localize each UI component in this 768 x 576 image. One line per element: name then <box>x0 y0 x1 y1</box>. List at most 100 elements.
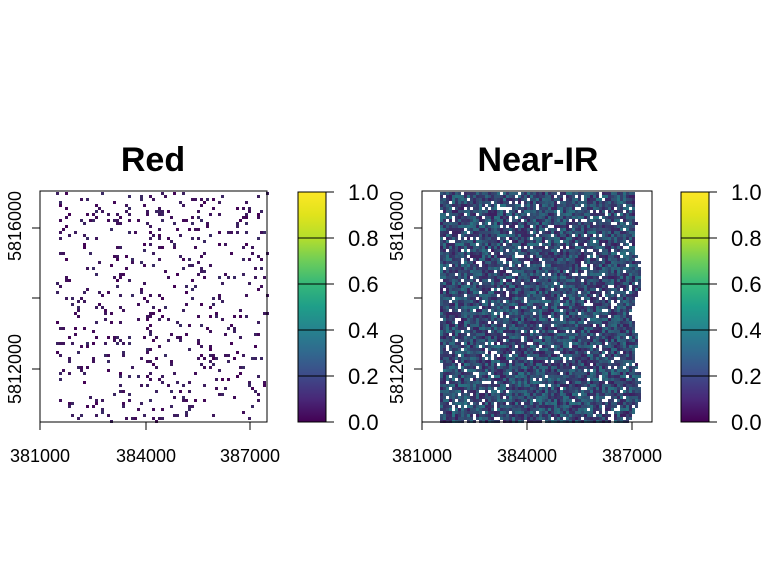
raster-cell <box>533 405 536 408</box>
raster-cell <box>575 222 578 225</box>
raster-cell <box>482 306 485 309</box>
raster-cell <box>485 375 488 378</box>
raster-cell <box>611 363 614 366</box>
raster-cell <box>635 366 638 369</box>
raster-cell <box>593 285 596 288</box>
raster-cell <box>77 300 80 303</box>
raster-cell <box>101 192 104 195</box>
raster-cell <box>464 270 467 273</box>
raster-cell <box>560 306 563 309</box>
raster-cell <box>449 249 452 252</box>
raster-cell <box>605 357 608 360</box>
raster-cell <box>590 222 593 225</box>
raster-cell <box>527 372 530 375</box>
raster-cell <box>545 291 548 294</box>
raster-cell <box>605 267 608 270</box>
raster-cell <box>158 417 161 420</box>
raster-cell <box>530 234 533 237</box>
raster-cell <box>500 201 503 204</box>
raster-cell <box>464 387 467 390</box>
raster-cell <box>515 369 518 372</box>
raster-cell <box>464 384 467 387</box>
raster-cell <box>629 192 632 195</box>
raster-cell <box>542 315 545 318</box>
raster-cell <box>440 309 443 312</box>
raster-cell <box>476 225 479 228</box>
raster-cell <box>245 222 248 225</box>
raster-cell <box>527 351 530 354</box>
raster-cell <box>566 405 569 408</box>
raster-cell <box>149 243 152 246</box>
raster-cell <box>527 231 530 234</box>
raster-cell <box>506 306 509 309</box>
raster-cell <box>473 258 476 261</box>
raster-cell <box>617 267 620 270</box>
raster-cell <box>107 219 110 222</box>
raster-cell <box>257 399 260 402</box>
raster-cell <box>539 342 542 345</box>
raster-cell <box>554 378 557 381</box>
raster-cell <box>446 351 449 354</box>
raster-cell <box>620 306 623 309</box>
raster-cell <box>605 207 608 210</box>
raster-cell <box>464 231 467 234</box>
raster-cell <box>623 258 626 261</box>
raster-cell <box>458 360 461 363</box>
raster-cell <box>617 315 620 318</box>
raster-cell <box>530 261 533 264</box>
raster-cell <box>566 384 569 387</box>
raster-cell <box>605 318 608 321</box>
raster-cell <box>455 261 458 264</box>
raster-cell <box>500 246 503 249</box>
raster-cell <box>590 195 593 198</box>
raster-cell <box>560 210 563 213</box>
raster-cell <box>578 273 581 276</box>
raster-cell <box>551 240 554 243</box>
raster-cell <box>500 228 503 231</box>
raster-cell <box>623 306 626 309</box>
raster-cell <box>551 375 554 378</box>
raster-cell <box>542 270 545 273</box>
raster-cell <box>533 318 536 321</box>
raster-cell <box>506 342 509 345</box>
raster-cell <box>212 303 215 306</box>
raster-cell <box>569 207 572 210</box>
raster-cell <box>473 360 476 363</box>
raster-cell <box>452 384 455 387</box>
raster-cell <box>527 270 530 273</box>
raster-cell <box>548 399 551 402</box>
raster-cell <box>563 261 566 264</box>
raster-cell <box>509 225 512 228</box>
raster-cell <box>593 411 596 414</box>
raster-cell <box>473 396 476 399</box>
raster-cell <box>539 381 542 384</box>
raster-cell <box>473 375 476 378</box>
raster-cell <box>590 345 593 348</box>
raster-cell <box>524 318 527 321</box>
raster-cell <box>632 258 635 261</box>
raster-cell <box>476 369 479 372</box>
raster-cell <box>533 249 536 252</box>
raster-cell <box>521 327 524 330</box>
raster-cell <box>455 207 458 210</box>
raster-cell <box>509 378 512 381</box>
raster-cell <box>512 270 515 273</box>
raster-cell <box>182 192 185 195</box>
raster-cell <box>572 258 575 261</box>
raster-cell <box>452 276 455 279</box>
raster-cell <box>479 216 482 219</box>
raster-cell <box>572 219 575 222</box>
raster-cell <box>77 417 80 420</box>
raster-cell <box>149 312 152 315</box>
raster-cell <box>455 213 458 216</box>
raster-cell <box>470 279 473 282</box>
raster-cell <box>515 303 518 306</box>
raster-cell <box>635 381 638 384</box>
raster-cell <box>593 213 596 216</box>
raster-cell <box>548 411 551 414</box>
raster-cell <box>176 336 179 339</box>
raster-cell <box>440 312 443 315</box>
raster-cell <box>602 195 605 198</box>
raster-cell <box>521 225 524 228</box>
raster-cell <box>620 369 623 372</box>
